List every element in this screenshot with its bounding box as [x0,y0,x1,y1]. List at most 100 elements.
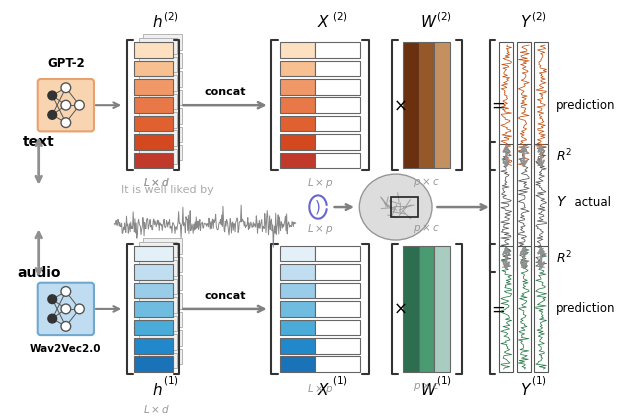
Text: $Y$: $Y$ [520,15,532,30]
Bar [139,38,177,54]
Text: ): ) [315,200,321,215]
Text: $R^2$: $R^2$ [556,250,572,266]
Bar [143,145,182,161]
Bar [134,116,173,131]
Bar [280,338,316,354]
Bar [143,71,182,87]
Circle shape [48,91,56,100]
Text: $L \times d$: $L \times d$ [143,176,171,188]
Bar [280,319,316,335]
Bar [280,283,316,298]
Circle shape [61,286,70,296]
Bar [435,246,450,372]
Text: $\times$: $\times$ [393,300,406,318]
Bar [134,357,173,372]
Bar [143,349,182,364]
Text: $Y$: $Y$ [520,382,532,398]
Circle shape [48,111,56,119]
Text: $(2)$: $(2)$ [531,10,547,23]
Text: $L \times d$: $L \times d$ [143,403,171,415]
FancyBboxPatch shape [38,283,94,335]
Text: prediction: prediction [556,302,615,315]
Text: actual: actual [568,196,611,208]
Text: Wav2Vec2.0: Wav2Vec2.0 [30,344,102,354]
Bar [534,42,548,168]
Text: $=$: $=$ [488,300,505,318]
Bar [134,60,173,76]
Text: $(1)$: $(1)$ [531,374,547,387]
Bar [316,60,360,76]
Bar [134,319,173,335]
Bar [143,312,182,327]
Bar [419,246,435,372]
Bar [139,242,177,257]
Bar [316,153,360,168]
Bar [316,79,360,95]
Bar [280,60,316,76]
Bar [316,116,360,131]
Bar [316,246,360,261]
Bar [134,338,173,354]
Bar [316,283,360,298]
Bar [280,42,316,58]
Circle shape [61,100,70,110]
Bar [316,301,360,317]
Bar [517,42,531,168]
Circle shape [75,304,84,314]
Bar [280,153,316,168]
Bar [391,197,418,217]
Bar [139,334,177,350]
Text: $Y$: $Y$ [556,195,567,209]
Bar [139,260,177,276]
Bar [143,126,182,142]
Bar [139,93,177,109]
Circle shape [75,100,84,110]
Bar [280,357,316,372]
Bar [143,275,182,291]
Text: $(2)$: $(2)$ [332,10,348,23]
Text: $p \times c$: $p \times c$ [413,380,440,393]
Text: $\times$: $\times$ [393,96,406,114]
Bar [280,301,316,317]
Text: $p \times c$: $p \times c$ [413,176,440,189]
Circle shape [61,118,70,128]
Text: $L \times p$: $L \times p$ [307,176,333,190]
Bar [316,319,360,335]
Circle shape [48,295,56,304]
Text: concat: concat [204,291,246,301]
Text: $h$: $h$ [152,15,163,30]
Bar [316,357,360,372]
Bar [143,294,182,309]
Text: $L \times p$: $L \times p$ [307,382,333,396]
Text: $W$: $W$ [420,15,437,30]
FancyBboxPatch shape [38,79,94,131]
Bar [139,75,177,90]
Bar [139,316,177,331]
Text: audio: audio [17,266,60,279]
Text: It is well liked by: It is well liked by [121,185,214,195]
Text: prediction: prediction [556,99,615,112]
Circle shape [61,83,70,93]
Bar [139,352,177,368]
Text: $=$: $=$ [488,96,505,114]
Bar [517,144,531,270]
Bar [139,149,177,164]
Bar [280,264,316,280]
Text: text: text [23,135,54,148]
Bar [134,134,173,150]
Bar [517,246,531,372]
Bar [134,98,173,113]
Bar [134,42,173,58]
Bar [134,79,173,95]
Text: $X$: $X$ [317,15,331,30]
Text: $h$: $h$ [152,382,163,398]
Text: $(1)$: $(1)$ [332,374,348,387]
Bar [139,297,177,313]
Text: $(2)$: $(2)$ [163,10,179,23]
Bar [280,134,316,150]
Text: $L \times d$: $L \times d$ [143,176,171,188]
Bar [143,53,182,68]
Bar [143,108,182,123]
Bar [134,153,173,168]
Circle shape [61,322,70,331]
